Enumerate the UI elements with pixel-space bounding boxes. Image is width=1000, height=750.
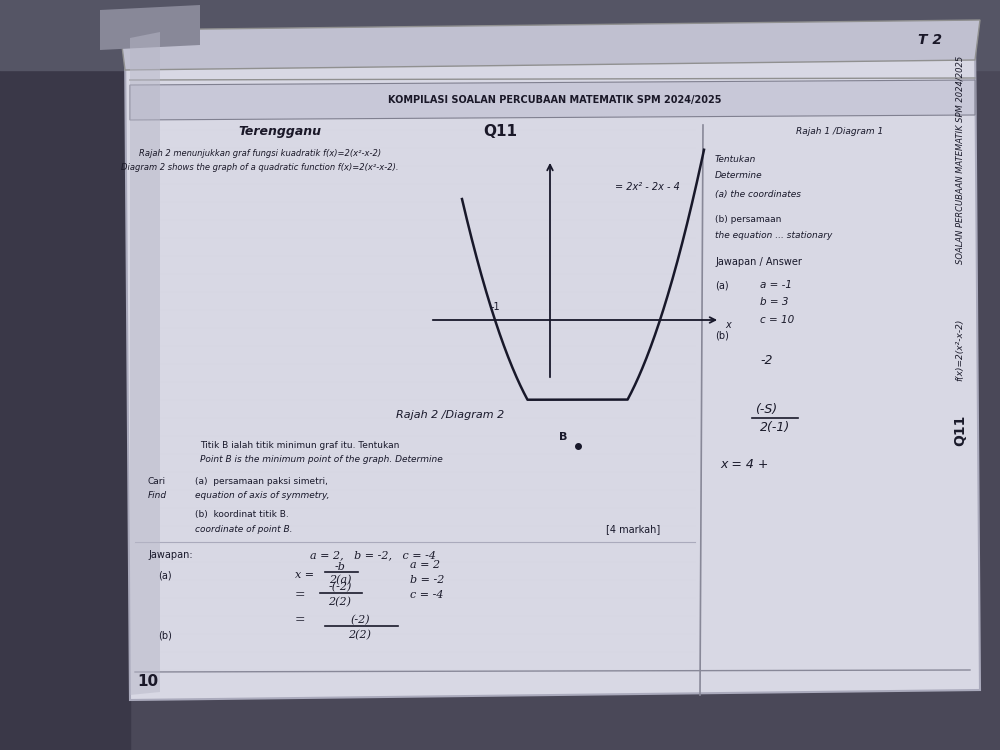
Text: -b: -b: [335, 562, 345, 572]
Text: 2(2): 2(2): [328, 597, 352, 608]
Text: -1: -1: [491, 302, 501, 312]
Text: Find: Find: [148, 491, 167, 500]
Text: coordinate of point B.: coordinate of point B.: [195, 524, 292, 533]
Text: Rajah 2 menunjukkan graf fungsi kuadratik f(x)=2(x²-x-2): Rajah 2 menunjukkan graf fungsi kuadrati…: [139, 148, 381, 158]
Text: Tentukan: Tentukan: [715, 155, 756, 164]
Text: =: =: [295, 589, 306, 602]
Text: (-S): (-S): [755, 404, 777, 416]
Text: (-2): (-2): [350, 615, 370, 626]
Text: (b)  koordinat titik B.: (b) koordinat titik B.: [195, 511, 289, 520]
Text: c = -4: c = -4: [410, 590, 444, 600]
Text: T 2: T 2: [918, 33, 942, 47]
Text: SOALAN PERCUBAAN MATEMATIK SPM 2024/2025: SOALAN PERCUBAAN MATEMATIK SPM 2024/2025: [956, 56, 964, 264]
Text: [4 markah]: [4 markah]: [606, 524, 660, 534]
Text: Terengganu: Terengganu: [239, 125, 322, 139]
Text: x = 4 +: x = 4 +: [720, 458, 768, 472]
Polygon shape: [130, 80, 975, 120]
Text: Titik B ialah titik minimun graf itu. Tentukan: Titik B ialah titik minimun graf itu. Te…: [200, 440, 399, 449]
Text: KOMPILASI SOALAN PERCUBAAN MATEMATIK SPM 2024/2025: KOMPILASI SOALAN PERCUBAAN MATEMATIK SPM…: [388, 95, 722, 105]
Text: b = 3: b = 3: [760, 297, 788, 307]
Text: (a)  persamaan paksi simetri,: (a) persamaan paksi simetri,: [195, 478, 328, 487]
Text: (b): (b): [715, 330, 729, 340]
Text: Jawapan:: Jawapan:: [148, 550, 193, 560]
Text: Q11: Q11: [953, 414, 967, 446]
Text: = 2x² - 2x - 4: = 2x² - 2x - 4: [615, 182, 680, 192]
Text: 2(-1): 2(-1): [760, 422, 790, 434]
Text: x =: x =: [295, 570, 314, 580]
Text: a = 2,   b = -2,   c = -4: a = 2, b = -2, c = -4: [310, 550, 436, 560]
Text: Jawapan / Answer: Jawapan / Answer: [715, 257, 802, 267]
Text: a = 2: a = 2: [410, 560, 440, 570]
Text: B: B: [560, 432, 568, 442]
Polygon shape: [100, 5, 200, 50]
Text: equation of axis of symmetry,: equation of axis of symmetry,: [195, 491, 330, 500]
Text: Rajah 1 /Diagram 1: Rajah 1 /Diagram 1: [796, 128, 884, 136]
Text: 2(a): 2(a): [329, 574, 351, 585]
Text: c = 10: c = 10: [760, 315, 794, 325]
Text: b = -2: b = -2: [410, 575, 444, 585]
Text: x: x: [725, 320, 731, 330]
Text: =: =: [295, 614, 306, 626]
Polygon shape: [125, 30, 980, 700]
Text: 2(2): 2(2): [349, 630, 372, 640]
Text: Q11: Q11: [483, 124, 517, 140]
Text: -(-2): -(-2): [328, 582, 352, 592]
Text: (a): (a): [158, 570, 172, 580]
Text: Diagram 2 shows the graph of a quadratic function f(x)=2(x²-x-2).: Diagram 2 shows the graph of a quadratic…: [121, 163, 399, 172]
Text: Cari: Cari: [148, 478, 166, 487]
Polygon shape: [120, 20, 980, 70]
Text: f(x)=2(x²-x-2): f(x)=2(x²-x-2): [956, 319, 964, 381]
Text: Point B is the minimum point of the graph. Determine: Point B is the minimum point of the grap…: [200, 455, 443, 464]
Text: 10: 10: [137, 674, 159, 689]
Text: (b): (b): [158, 630, 172, 640]
Text: the equation ... stationary: the equation ... stationary: [715, 230, 832, 239]
Text: Determine: Determine: [715, 170, 763, 179]
Text: a = -1: a = -1: [760, 280, 792, 290]
Polygon shape: [130, 32, 160, 695]
Text: -2: -2: [760, 353, 772, 367]
Text: (b) persamaan: (b) persamaan: [715, 215, 781, 224]
Text: Rajah 2 /Diagram 2: Rajah 2 /Diagram 2: [396, 410, 504, 420]
Text: (a) the coordinates: (a) the coordinates: [715, 190, 801, 200]
Text: (a): (a): [715, 280, 729, 290]
